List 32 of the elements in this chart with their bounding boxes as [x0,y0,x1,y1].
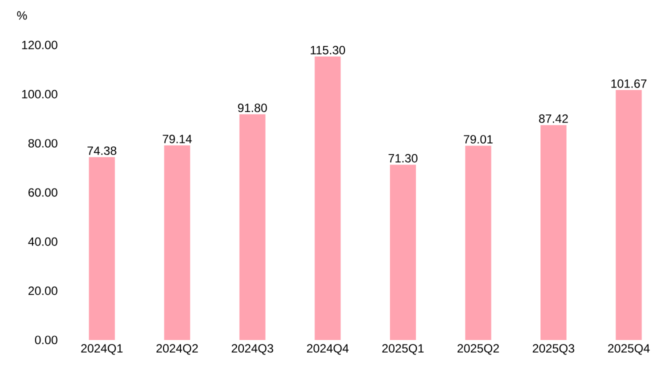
bar [164,145,190,340]
y-tick-label: 80.00 [28,139,58,148]
data-label: 74.38 [88,146,116,155]
bar [239,114,266,340]
bar [390,164,416,340]
bar [314,56,341,340]
data-label: 115.30 [310,46,346,54]
data-label: 101.67 [611,79,646,88]
data-label: 87.42 [539,114,568,123]
bar [540,125,566,340]
x-tick-label: 2024Q3 [232,344,274,355]
data-label: 71.30 [388,154,418,163]
y-tick-label: 120.00 [22,40,58,50]
y-tick-label: 0.00 [35,336,58,344]
x-tick-label: 2024Q4 [307,344,349,355]
x-tick-label: 2025Q1 [382,344,424,355]
y-tick-label: 60.00 [28,188,58,197]
y-axis-title: % [17,11,27,20]
data-label: 79.14 [162,134,192,144]
x-tick-label: 2025Q3 [532,344,574,355]
x-tick-label: 2025Q2 [458,344,499,355]
x-tick-label: 2024Q1 [81,344,123,355]
bar [88,157,115,340]
data-label: 79.01 [464,135,493,144]
bar [465,146,492,340]
x-tick-label: 2025Q4 [608,344,650,355]
y-tick-label: 100.00 [22,90,58,98]
y-tick-label: 20.00 [28,286,58,296]
data-label: 91.80 [238,104,267,112]
y-tick-label: 40.00 [28,237,58,246]
bar [616,90,642,340]
x-tick-label: 2024Q2 [156,344,198,355]
